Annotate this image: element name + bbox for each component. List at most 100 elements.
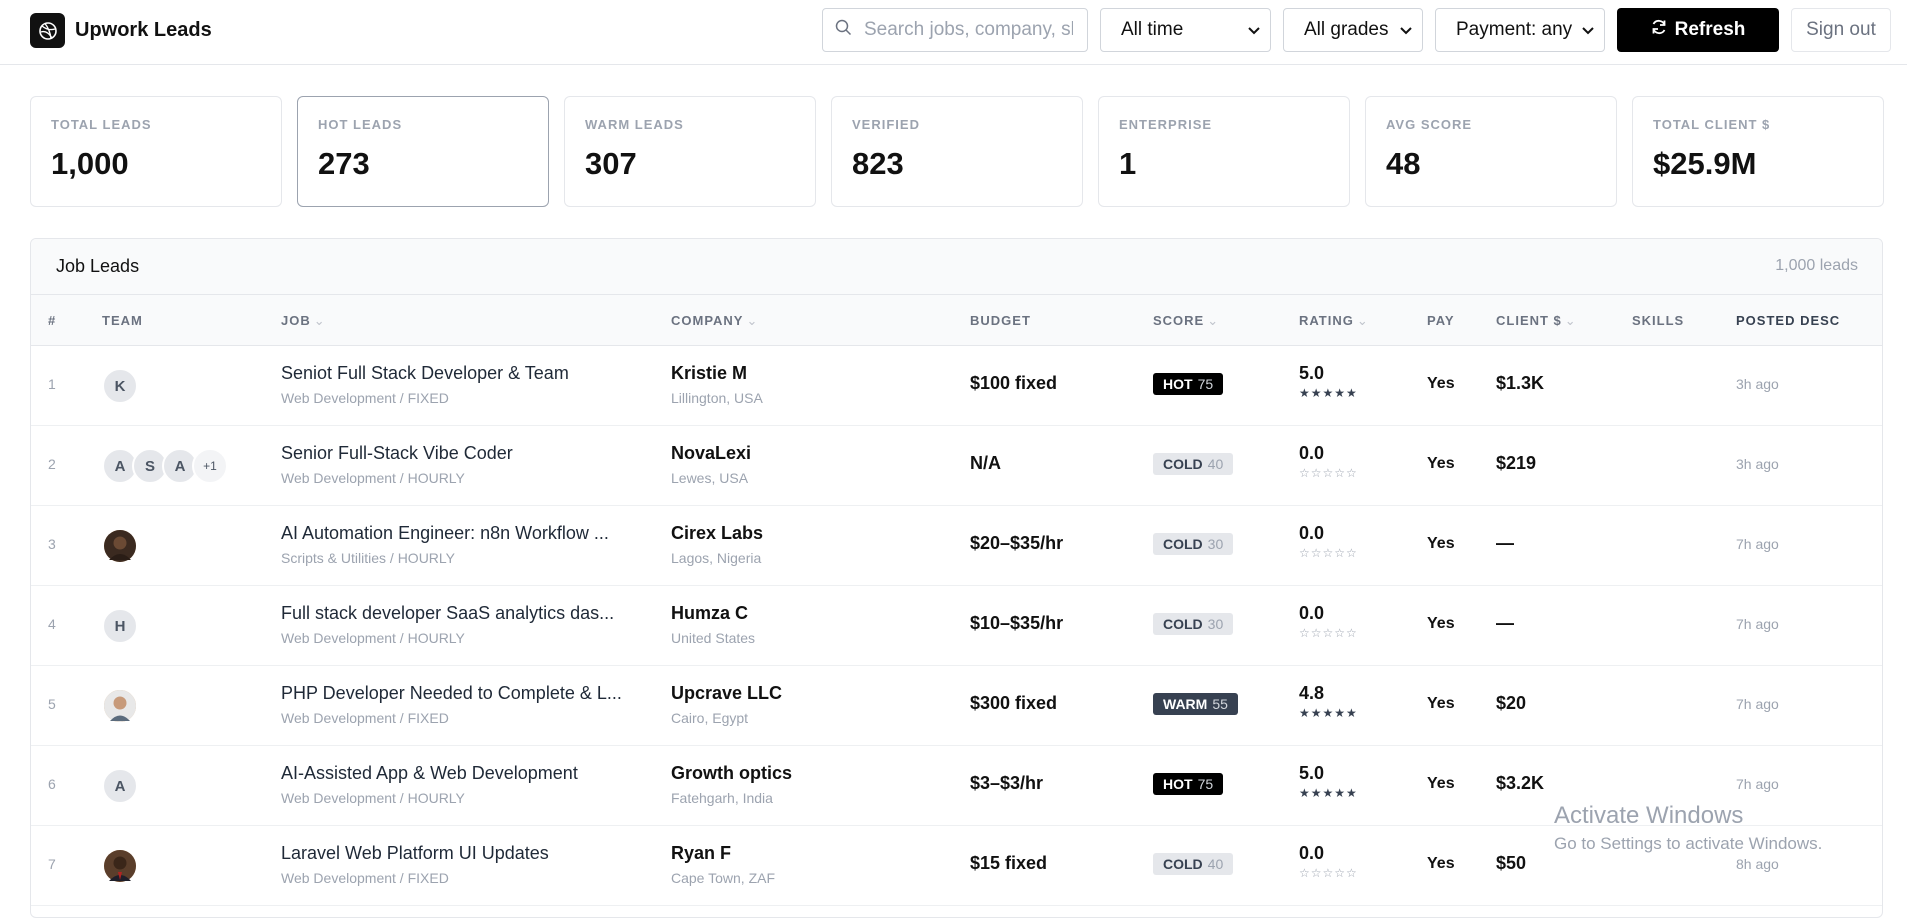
sign-out-button[interactable]: Sign out [1791, 8, 1891, 52]
col-header-client[interactable]: CLIENT $ ⌄ [1496, 313, 1577, 329]
refresh-button[interactable]: Refresh [1617, 8, 1779, 52]
table-row[interactable]: 6 A AI-Assisted App & Web Development We… [31, 746, 1882, 826]
stat-card-verified[interactable]: VERIFIED 823 [831, 96, 1083, 207]
payment-verified: Yes [1427, 855, 1455, 872]
stat-label: ENTERPRISE [1119, 117, 1213, 132]
time-filter-select[interactable]: All time [1100, 8, 1271, 52]
table-row[interactable]: 3 AI Automation Engineer: n8n Workflow .… [31, 506, 1882, 586]
grade-filter-select[interactable]: All grades [1283, 8, 1423, 52]
client-spend: — [1496, 533, 1514, 553]
job-cell[interactable]: Senior Full-Stack Vibe Coder Web Develop… [281, 443, 641, 486]
budget: $3–$3/hr [970, 773, 1044, 793]
grade-badge: COLD 40 [1153, 453, 1234, 475]
rating-stars: ★★★★★ [1299, 706, 1358, 720]
posted-time: 7h ago [1736, 536, 1779, 552]
job-title[interactable]: AI-Assisted App & Web Development [281, 763, 578, 783]
row-number: 5 [48, 696, 56, 712]
stat-card-total-client-spend[interactable]: TOTAL CLIENT $ $25.9M [1632, 96, 1884, 207]
col-header-rating[interactable]: RATING ⌄ [1299, 313, 1369, 329]
stat-value: 273 [318, 146, 370, 181]
company-cell: Upcrave LLC Cairo, Egypt [671, 683, 782, 726]
col-header-company[interactable]: COMPANY ⌄ [671, 313, 758, 329]
job-title[interactable]: Full stack developer SaaS analytics das.… [281, 603, 615, 623]
job-title[interactable]: PHP Developer Needed to Complete & L... [281, 683, 622, 703]
stat-label: TOTAL CLIENT $ [1653, 117, 1771, 132]
job-cell[interactable]: PHP Developer Needed to Complete & L... … [281, 683, 641, 726]
chevron-down-icon [1582, 19, 1594, 41]
stat-card-warm-leads[interactable]: WARM LEADS 307 [564, 96, 816, 207]
rating-stars: ☆☆☆☆☆ [1299, 626, 1358, 640]
avatar-photo [102, 528, 138, 564]
stat-card-hot-leads[interactable]: HOT LEADS 273 [297, 96, 549, 207]
rating-stars: ☆☆☆☆☆ [1299, 466, 1358, 480]
score-value: 75 [1197, 376, 1214, 392]
payment-verified: Yes [1427, 775, 1455, 792]
grade-label: WARM [1163, 696, 1208, 712]
job-cell[interactable]: AI Automation Engineer: n8n Workflow ...… [281, 523, 641, 566]
stat-card-total-leads[interactable]: TOTAL LEADS 1,000 [30, 96, 282, 207]
grade-label: COLD [1163, 456, 1203, 472]
col-header-posted[interactable]: POSTED DESC [1736, 313, 1841, 328]
job-title[interactable]: Laravel Web Platform UI Updates [281, 843, 549, 863]
avatar-photo [102, 688, 138, 724]
col-label: SCORE [1153, 313, 1205, 328]
brand[interactable]: Upwork Leads [30, 13, 212, 48]
rating-value: 5.0 [1299, 363, 1325, 383]
company-name: Upcrave LLC [671, 683, 783, 703]
payment-verified: Yes [1427, 695, 1455, 712]
job-cell[interactable]: Seniot Full Stack Developer & Team Web D… [281, 363, 641, 406]
payment-filter-select[interactable]: Payment: any [1435, 8, 1605, 52]
job-category: Web Development / HOURLY [281, 470, 465, 486]
company-name: NovaLexi [671, 443, 752, 463]
stat-label: AVG SCORE [1386, 117, 1473, 132]
sort-icon: ⌄ [1564, 313, 1577, 328]
budget: N/A [970, 453, 1001, 473]
company-name: Cirex Labs [671, 523, 764, 543]
company-location: Lewes, USA [671, 470, 749, 486]
job-cell[interactable]: AI-Assisted App & Web Development Web De… [281, 763, 641, 806]
company-name: Growth optics [671, 763, 792, 783]
table-row[interactable]: 5 PHP Developer Needed to Complete & L..… [31, 666, 1882, 746]
col-header-job[interactable]: JOB ⌄ [281, 313, 326, 329]
avatar-photo [102, 848, 138, 884]
job-category: Scripts & Utilities / HOURLY [281, 550, 455, 566]
job-cell[interactable]: Full stack developer SaaS analytics das.… [281, 603, 641, 646]
col-label: COMPANY [671, 313, 744, 328]
score-cell: COLD 30 [1153, 613, 1234, 635]
job-title[interactable]: AI Automation Engineer: n8n Workflow ... [281, 523, 609, 543]
rating-value: 0.0 [1299, 443, 1325, 463]
score-cell: HOT 75 [1153, 773, 1224, 795]
job-title[interactable]: Seniot Full Stack Developer & Team [281, 363, 569, 383]
grade-badge: HOT 75 [1153, 373, 1224, 395]
stat-card-enterprise[interactable]: ENTERPRISE 1 [1098, 96, 1350, 207]
table-row[interactable]: 1 K Seniot Full Stack Developer & Team W… [31, 346, 1882, 426]
grade-label: COLD [1163, 536, 1203, 552]
rating-cell: 0.0 ☆☆☆☆☆ [1299, 603, 1358, 640]
avatar: A [102, 768, 138, 804]
table-row[interactable]: 2 A S A +1 Senior Full-Stack Vibe Coder … [31, 426, 1882, 506]
rating-cell: 5.0 ★★★★★ [1299, 363, 1358, 400]
col-header-score[interactable]: SCORE ⌄ [1153, 313, 1219, 329]
score-value: 30 [1207, 616, 1224, 632]
rating-stars: ★★★★★ [1299, 786, 1358, 800]
score-value: 40 [1207, 456, 1224, 472]
refresh-label: Refresh [1674, 19, 1746, 40]
job-title[interactable]: Senior Full-Stack Vibe Coder [281, 443, 513, 463]
stat-value: 307 [585, 146, 637, 181]
job-cell[interactable]: Laravel Web Platform UI Updates Web Deve… [281, 843, 641, 886]
job-category: Web Development / HOURLY [281, 630, 465, 646]
sort-icon: ⌄ [1207, 313, 1220, 328]
activation-watermark: Activate Windows Go to Settings to activ… [1554, 802, 1822, 854]
team-avatars: K [102, 368, 138, 404]
table-row[interactable]: 4 H Full stack developer SaaS analytics … [31, 586, 1882, 666]
stat-value: 823 [852, 146, 904, 181]
client-spend: $1.3K [1496, 373, 1545, 393]
watermark-title: Activate Windows [1554, 802, 1744, 829]
company-cell: Growth optics Fatehgarh, India [671, 763, 792, 806]
rating-stars: ☆☆☆☆☆ [1299, 866, 1358, 880]
team-avatars [102, 688, 138, 724]
search-input[interactable] [862, 18, 1075, 42]
payment-verified: Yes [1427, 535, 1455, 552]
score-cell: COLD 40 [1153, 453, 1234, 475]
stat-card-avg-score[interactable]: AVG SCORE 48 [1365, 96, 1617, 207]
